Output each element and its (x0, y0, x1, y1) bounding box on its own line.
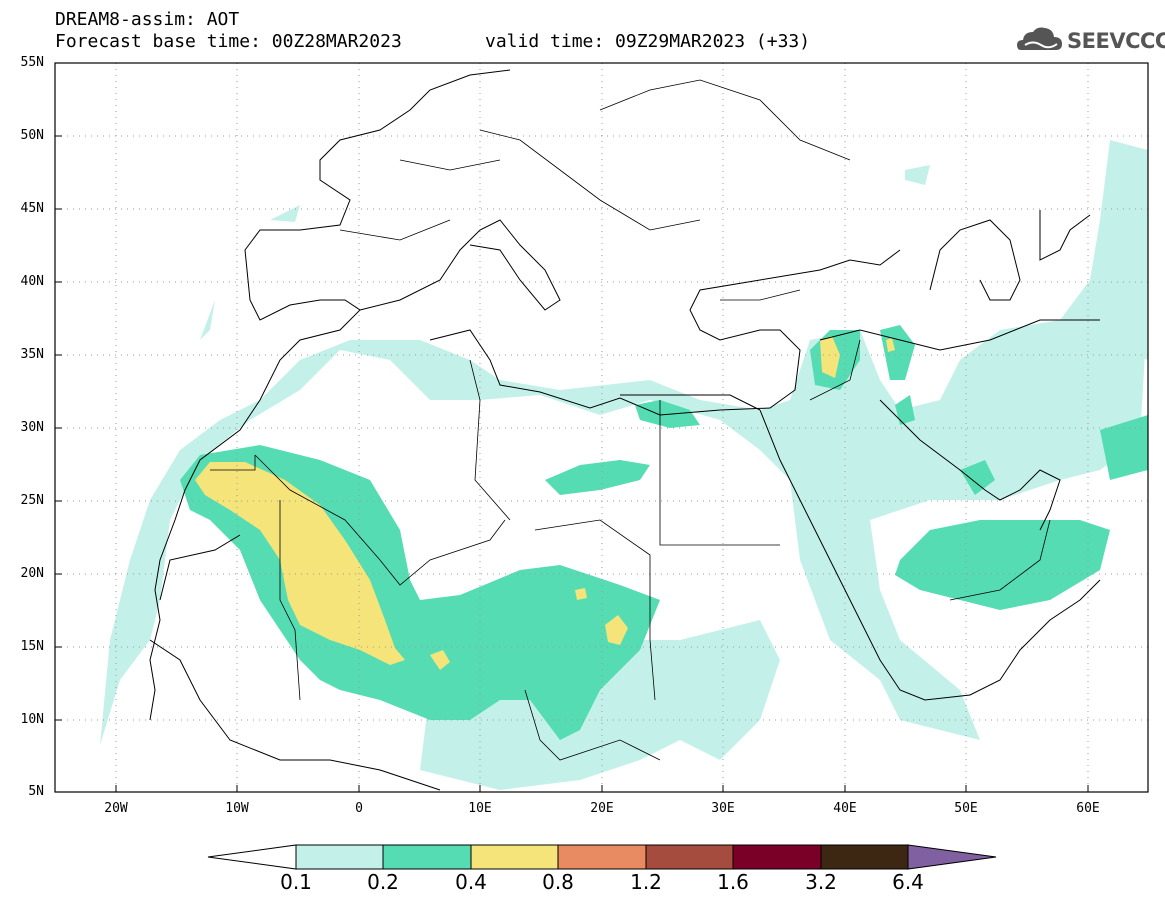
country-borders (210, 79, 1051, 761)
lon-label: 30E (711, 801, 735, 816)
aot-level-0.4 (195, 336, 895, 670)
lat-label: 55N (20, 55, 44, 70)
lon-label: 10W (225, 801, 249, 816)
seevccc-logo: SEEVCCC (1015, 20, 1165, 60)
aot-shading (100, 140, 1148, 790)
colorbar-swatch-below (207, 844, 297, 870)
colorbar-label: 0.1 (280, 870, 312, 894)
lat-label: 15N (20, 639, 44, 654)
colorbar-swatch-5 (645, 844, 734, 870)
logo-text: SEEVCCC (1067, 29, 1165, 53)
lon-label: 40E (833, 801, 857, 816)
colorbar-swatch-1 (295, 844, 384, 870)
lat-label: 35N (20, 347, 44, 362)
colorbar-swatch-4 (557, 844, 647, 870)
lat-label: 45N (20, 201, 44, 216)
colorbar-label: 0.2 (367, 870, 399, 894)
colorbar-swatch-2 (382, 844, 472, 870)
forecast-base-time: Forecast base time: 00Z28MAR2023 (55, 31, 402, 52)
lon-label: 50E (954, 801, 978, 816)
colorbar-label: 1.2 (630, 870, 662, 894)
colorbar-label: 1.6 (717, 870, 749, 894)
lon-label: 0 (355, 801, 363, 816)
colorbar-label: 0.4 (455, 870, 487, 894)
colorbar-label: 6.4 (892, 870, 924, 894)
valid-time: valid time: 09Z29MAR2023 (+33) (485, 31, 811, 52)
lon-label: 10E (468, 801, 492, 816)
colorbar (207, 844, 997, 870)
colorbar-swatch-7 (820, 844, 909, 870)
colorbar-label: 0.8 (542, 870, 574, 894)
colorbar-swatch-3 (470, 844, 559, 870)
colorbar-swatch-6 (732, 844, 822, 870)
coastlines (149, 69, 1101, 791)
lon-label: 60E (1076, 801, 1100, 816)
colorbar-swatch-above (907, 844, 997, 870)
axis-ticks (55, 62, 1089, 792)
lat-label: 25N (20, 493, 44, 508)
lon-label: 20E (590, 801, 614, 816)
lon-label: 20W (104, 801, 128, 816)
map-graticule (55, 63, 1148, 792)
aot-level-0.1 (100, 140, 1148, 790)
lat-label: 20N (20, 566, 44, 581)
cloud-icon (1017, 27, 1062, 50)
map-title: DREAM8-assim: AOT (55, 9, 240, 30)
lat-label: 40N (20, 274, 44, 289)
lat-label: 10N (20, 712, 44, 727)
lat-label: 30N (20, 420, 44, 435)
lat-label: 5N (28, 784, 44, 799)
lat-label: 50N (20, 128, 44, 143)
colorbar-label: 3.2 (805, 870, 837, 894)
